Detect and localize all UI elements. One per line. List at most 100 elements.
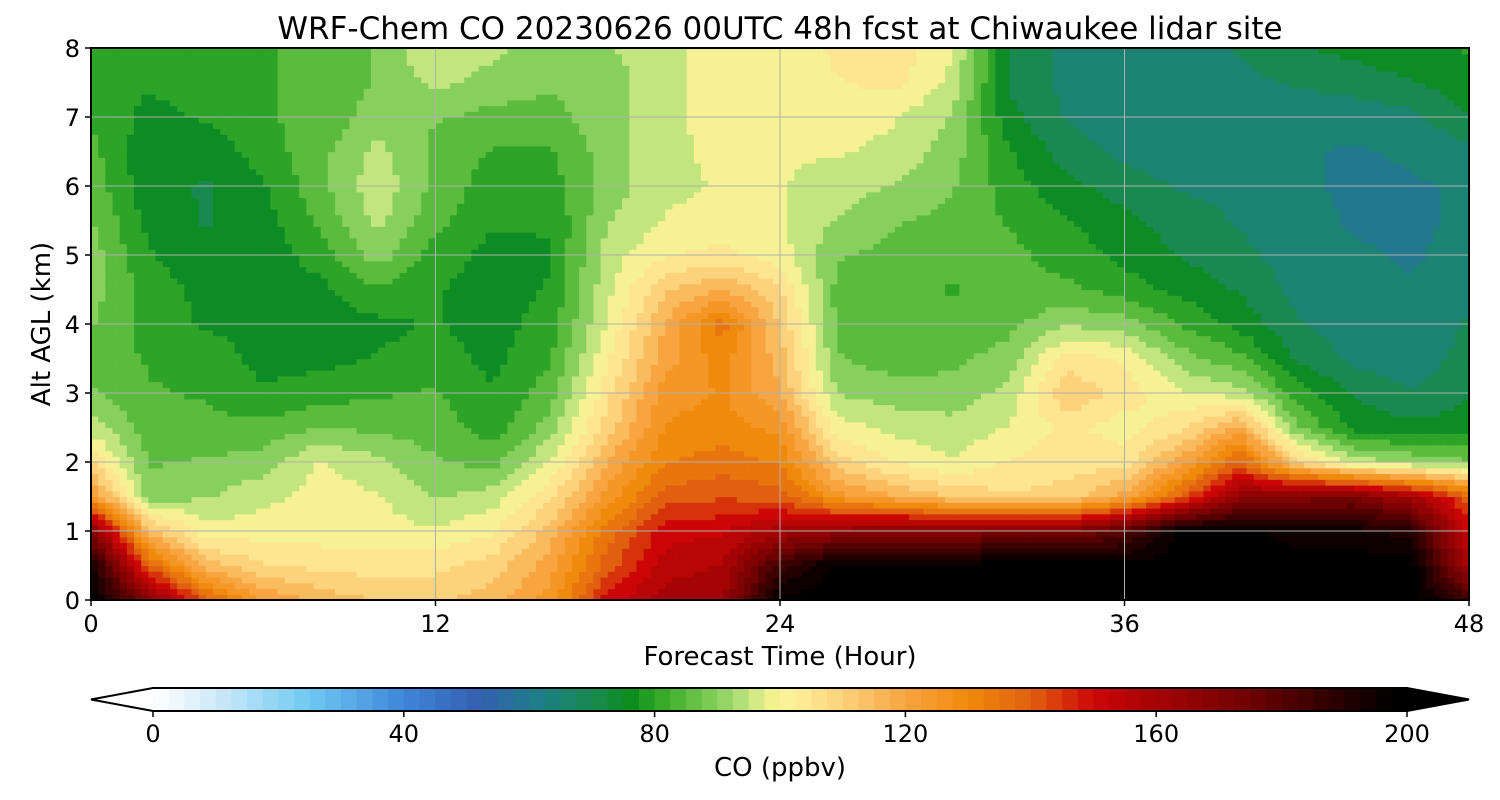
heatmap-cell — [665, 485, 673, 491]
heatmap-cell — [278, 583, 286, 589]
heatmap-cell — [1297, 543, 1305, 549]
heatmap-cell — [715, 560, 723, 566]
heatmap-cell — [687, 485, 695, 491]
heatmap-cell — [1189, 537, 1197, 543]
heatmap-cell — [256, 514, 264, 520]
heatmap-cell — [823, 537, 831, 543]
heatmap-cell — [708, 566, 716, 572]
heatmap-cell — [1089, 583, 1097, 589]
heatmap-cell — [579, 468, 587, 474]
heatmap-cell — [1074, 554, 1082, 560]
heatmap-cell — [120, 531, 128, 537]
heatmap-cell — [780, 497, 788, 503]
heatmap-cell — [751, 497, 759, 503]
heatmap-cell — [1340, 485, 1348, 491]
heatmap-cell — [1146, 497, 1154, 503]
heatmap-cell — [349, 479, 357, 485]
heatmap-cell — [974, 554, 982, 560]
heatmap-cell — [981, 543, 989, 549]
heatmap-cell — [436, 537, 444, 543]
heatmap-cell — [471, 577, 479, 583]
heatmap-cell — [579, 497, 587, 503]
heatmap-cell — [565, 548, 573, 554]
heatmap-cell — [1031, 589, 1039, 595]
heatmap-cell — [1175, 577, 1183, 583]
heatmap-cell — [191, 583, 199, 589]
heatmap-cell — [723, 583, 731, 589]
heatmap-cell — [601, 543, 609, 549]
heatmap-cell — [924, 548, 932, 554]
heatmap-cell — [1096, 537, 1104, 543]
heatmap-cell — [1196, 514, 1204, 520]
heatmap-cell — [967, 548, 975, 554]
heatmap-cell — [708, 589, 716, 595]
heatmap-cell — [1239, 508, 1247, 514]
heatmap-cell — [823, 577, 831, 583]
heatmap-cell — [1089, 577, 1097, 583]
heatmap-cell — [414, 479, 422, 485]
heatmap-cell — [378, 566, 386, 572]
heatmap-cell — [1211, 474, 1219, 480]
heatmap-cell — [794, 554, 802, 560]
heatmap-cell — [737, 583, 745, 589]
heatmap-cell — [113, 531, 121, 537]
heatmap-cell — [1390, 508, 1398, 514]
heatmap-cell — [342, 543, 350, 549]
heatmap-cell — [1254, 537, 1262, 543]
heatmap-cell — [163, 468, 171, 474]
heatmap-cell — [1168, 531, 1176, 537]
heatmap-cell — [967, 497, 975, 503]
heatmap-cell — [1261, 537, 1269, 543]
heatmap-cell — [1067, 554, 1075, 560]
heatmap-cell — [385, 474, 393, 480]
heatmap-cell — [464, 474, 472, 480]
heatmap-cell — [235, 548, 243, 554]
heatmap-cell — [536, 531, 544, 537]
heatmap-cell — [163, 514, 171, 520]
heatmap-cell — [1060, 548, 1068, 554]
heatmap-cell — [199, 479, 207, 485]
heatmap-cell — [938, 566, 946, 572]
heatmap-cell — [615, 485, 623, 491]
heatmap-cell — [450, 577, 458, 583]
heatmap-cell — [1318, 548, 1326, 554]
heatmap-cell — [787, 514, 795, 520]
heatmap-cell — [694, 474, 702, 480]
heatmap-cell — [1254, 508, 1262, 514]
heatmap-cell — [550, 468, 558, 474]
heatmap-cell — [550, 502, 558, 508]
heatmap-cell — [845, 537, 853, 543]
heatmap-cell — [1311, 543, 1319, 549]
heatmap-cell — [134, 554, 142, 560]
heatmap-cell — [1311, 537, 1319, 543]
heatmap-cell — [163, 479, 171, 485]
heatmap-cell — [1347, 502, 1355, 508]
heatmap-cell — [1139, 589, 1147, 595]
heatmap-cell — [959, 520, 967, 526]
heatmap-cell — [1010, 583, 1018, 589]
heatmap-cell — [385, 491, 393, 497]
heatmap-cell — [1139, 491, 1147, 497]
heatmap-cell — [780, 474, 788, 480]
heatmap-cell — [1218, 531, 1226, 537]
heatmap-cell — [967, 543, 975, 549]
heatmap-cell — [952, 548, 960, 554]
heatmap-cell — [184, 497, 192, 503]
heatmap-cell — [428, 589, 436, 595]
heatmap-cell — [995, 520, 1003, 526]
heatmap-cell — [256, 543, 264, 549]
heatmap-cell — [177, 583, 185, 589]
heatmap-cell — [1361, 571, 1369, 577]
heatmap-cell — [1247, 543, 1255, 549]
heatmap-cell — [306, 520, 314, 526]
heatmap-cell — [1369, 554, 1377, 560]
heatmap-cell — [421, 554, 429, 560]
heatmap-cell — [206, 468, 214, 474]
heatmap-cell — [1304, 566, 1312, 572]
heatmap-cell — [773, 474, 781, 480]
heatmap-cell — [787, 479, 795, 485]
heatmap-cell — [163, 543, 171, 549]
heatmap-cell — [335, 508, 343, 514]
heatmap-cell — [565, 583, 573, 589]
heatmap-cell — [1369, 497, 1377, 503]
